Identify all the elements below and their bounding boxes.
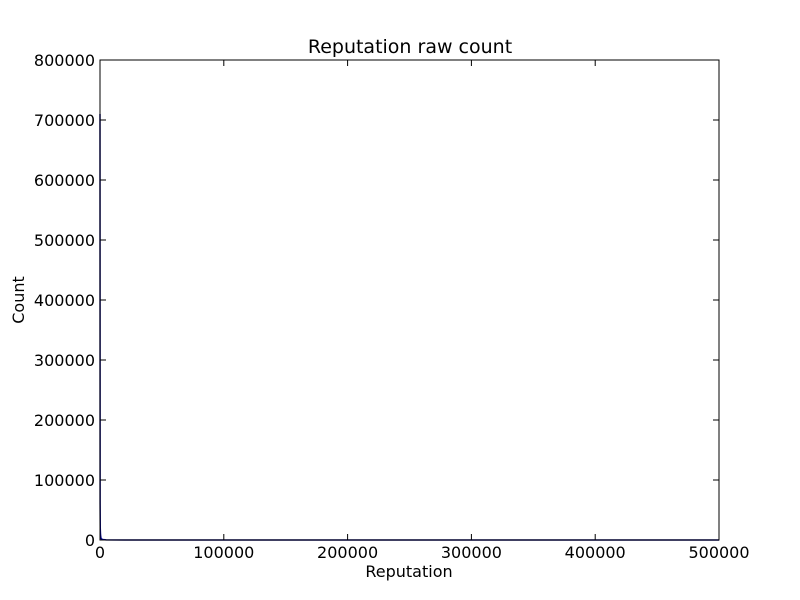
x-tick-label: 100000 (193, 543, 254, 562)
x-tick-label: 400000 (565, 543, 626, 562)
x-tick-label: 300000 (441, 543, 502, 562)
chart-title: Reputation raw count (308, 36, 512, 58)
series-line-0 (99, 113, 719, 541)
plot-area (99, 113, 719, 541)
y-tick-label: 800000 (34, 51, 95, 70)
y-tick-label: 700000 (34, 111, 95, 130)
y-tick-label: 600000 (34, 171, 95, 190)
y-tick-label: 0 (85, 531, 95, 550)
x-tick-label: 0 (95, 543, 105, 562)
plot-frame (99, 59, 720, 541)
x-axis-label: Reputation (365, 562, 452, 581)
y-tick-label: 300000 (34, 351, 95, 370)
y-tick-label: 400000 (34, 291, 95, 310)
y-tick-label: 100000 (34, 471, 95, 490)
y-tick-label: 500000 (34, 231, 95, 250)
y-tick-label: 200000 (34, 411, 95, 430)
x-tick-label: 200000 (317, 543, 378, 562)
axis-ticks: 0 100000 200000 300000 400000 500000 0 100000 20… (34, 51, 750, 562)
x-tick-label: 500000 (688, 543, 749, 562)
y-axis-label: Count (9, 276, 28, 324)
